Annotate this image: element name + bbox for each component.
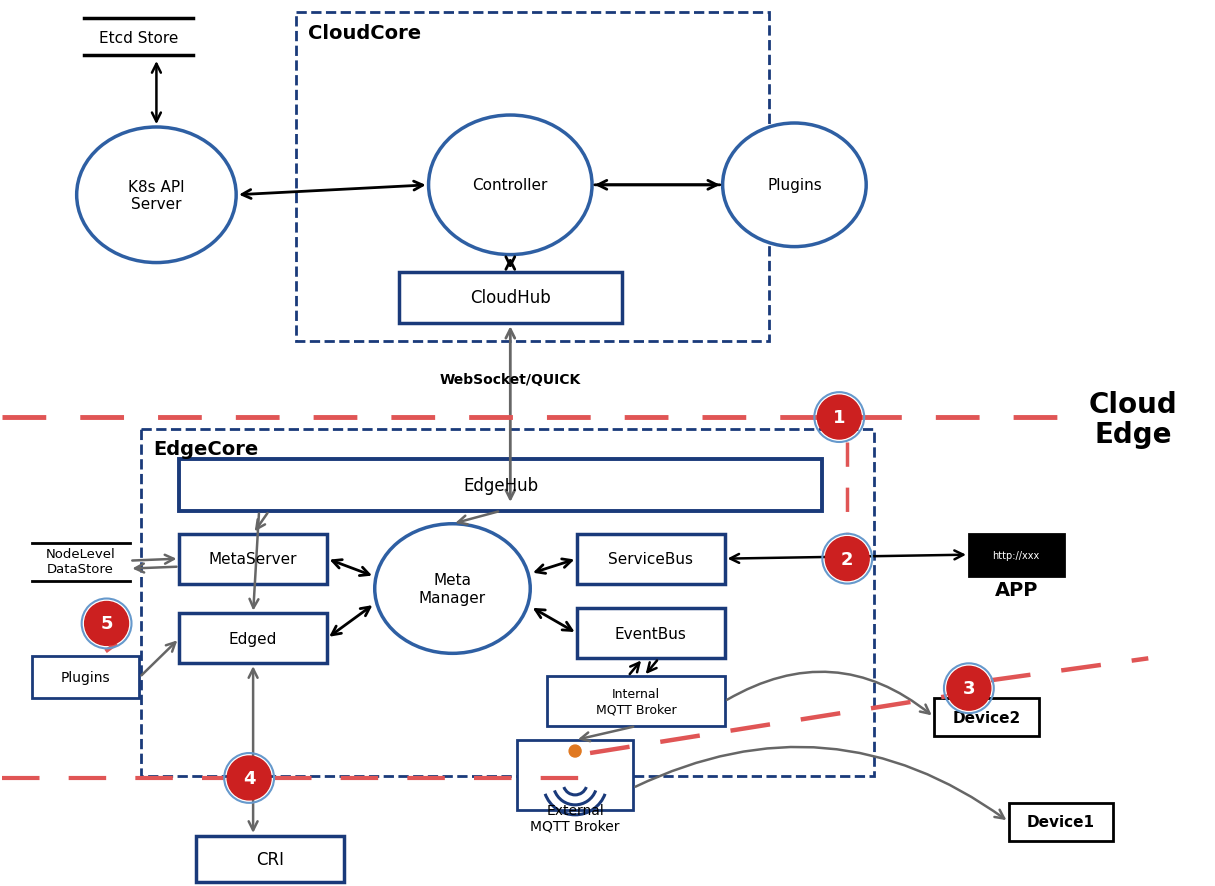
Text: Edged: Edged bbox=[228, 631, 277, 646]
Bar bbox=[180, 460, 823, 511]
Bar bbox=[577, 609, 724, 658]
Circle shape bbox=[825, 537, 869, 581]
Bar bbox=[968, 534, 1063, 576]
Text: Etcd Store: Etcd Store bbox=[98, 31, 179, 46]
Text: EdgeHub: EdgeHub bbox=[463, 477, 538, 494]
Bar bbox=[180, 614, 327, 664]
Text: Plugins: Plugins bbox=[61, 671, 111, 685]
Text: WebSocket/QUICK: WebSocket/QUICK bbox=[440, 373, 581, 387]
Bar bbox=[577, 534, 724, 584]
Bar bbox=[399, 272, 622, 324]
Text: NodeLevel
DataStore: NodeLevel DataStore bbox=[46, 547, 115, 575]
Text: APP: APP bbox=[995, 580, 1038, 599]
Bar bbox=[197, 835, 344, 882]
Text: External
MQTT Broker: External MQTT Broker bbox=[531, 803, 620, 833]
Text: Device2: Device2 bbox=[953, 710, 1021, 725]
Text: Cloud: Cloud bbox=[1089, 391, 1177, 419]
Text: Plugins: Plugins bbox=[767, 178, 821, 193]
Text: Edge: Edge bbox=[1095, 421, 1172, 448]
Ellipse shape bbox=[429, 116, 592, 255]
Text: 5: 5 bbox=[101, 615, 113, 633]
Text: EventBus: EventBus bbox=[615, 626, 686, 641]
Text: 2: 2 bbox=[841, 550, 853, 568]
Circle shape bbox=[946, 666, 990, 711]
Bar bbox=[518, 740, 633, 810]
Text: Internal
MQTT Broker: Internal MQTT Broker bbox=[595, 688, 677, 715]
Ellipse shape bbox=[374, 525, 530, 654]
Text: 1: 1 bbox=[833, 408, 846, 426]
Bar bbox=[180, 534, 327, 584]
Text: MetaServer: MetaServer bbox=[209, 551, 298, 566]
Text: ServiceBus: ServiceBus bbox=[609, 551, 694, 566]
Text: CloudCore: CloudCore bbox=[307, 24, 422, 43]
Circle shape bbox=[569, 745, 581, 758]
Circle shape bbox=[818, 396, 861, 439]
Bar bbox=[547, 677, 724, 727]
Bar bbox=[32, 657, 140, 698]
Bar bbox=[934, 698, 1039, 736]
Bar bbox=[1008, 803, 1113, 841]
Ellipse shape bbox=[723, 124, 866, 247]
Text: EdgeCore: EdgeCore bbox=[153, 440, 259, 459]
Text: Meta
Manager: Meta Manager bbox=[419, 572, 486, 605]
Bar bbox=[141, 430, 874, 776]
Bar bbox=[296, 13, 769, 342]
Text: 3: 3 bbox=[962, 680, 976, 697]
Circle shape bbox=[85, 602, 129, 646]
Ellipse shape bbox=[77, 128, 236, 263]
Text: Controller: Controller bbox=[473, 178, 548, 193]
Text: CloudHub: CloudHub bbox=[470, 289, 550, 307]
Text: K8s API
Server: K8s API Server bbox=[128, 179, 185, 212]
Text: Device1: Device1 bbox=[1027, 814, 1095, 829]
Text: http://xxx: http://xxx bbox=[993, 550, 1040, 560]
Text: CRI: CRI bbox=[256, 850, 284, 867]
Text: 4: 4 bbox=[243, 769, 255, 787]
Circle shape bbox=[227, 756, 271, 800]
